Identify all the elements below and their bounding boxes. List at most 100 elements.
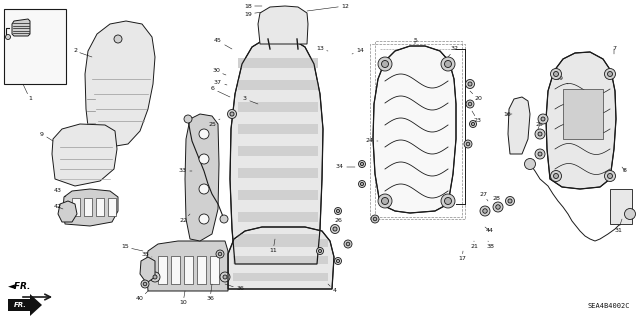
Circle shape — [216, 250, 224, 258]
Polygon shape — [185, 114, 219, 241]
Circle shape — [227, 109, 237, 118]
Polygon shape — [238, 168, 318, 178]
Polygon shape — [12, 19, 30, 36]
Text: 22: 22 — [179, 214, 190, 224]
Text: 27: 27 — [479, 191, 488, 201]
Text: 29: 29 — [536, 122, 544, 129]
Circle shape — [153, 275, 157, 279]
Polygon shape — [58, 201, 77, 222]
Circle shape — [550, 69, 561, 79]
Circle shape — [220, 272, 230, 282]
Text: 35: 35 — [141, 251, 152, 257]
Circle shape — [223, 275, 227, 279]
Circle shape — [625, 209, 636, 219]
Circle shape — [381, 61, 388, 68]
Circle shape — [538, 132, 542, 136]
Circle shape — [496, 205, 500, 209]
Text: 18: 18 — [244, 4, 262, 9]
Polygon shape — [8, 294, 42, 316]
Text: 37: 37 — [214, 79, 227, 85]
Text: 36: 36 — [225, 284, 244, 292]
Circle shape — [506, 197, 515, 205]
Circle shape — [344, 240, 352, 248]
Text: 9: 9 — [40, 131, 53, 141]
Circle shape — [466, 142, 470, 146]
Circle shape — [218, 252, 222, 256]
Bar — [158, 256, 167, 284]
Polygon shape — [238, 146, 318, 156]
Circle shape — [371, 215, 379, 223]
Text: 20: 20 — [470, 91, 482, 101]
Circle shape — [220, 215, 228, 223]
Text: 6: 6 — [211, 86, 230, 97]
Circle shape — [464, 140, 472, 148]
Bar — [108, 198, 116, 216]
Circle shape — [445, 197, 451, 204]
Text: 31: 31 — [614, 219, 622, 234]
Bar — [184, 256, 193, 284]
Circle shape — [335, 207, 342, 214]
Circle shape — [445, 61, 451, 68]
Text: 24: 24 — [366, 138, 378, 144]
Circle shape — [360, 162, 364, 166]
Polygon shape — [52, 124, 117, 186]
Bar — [210, 256, 219, 284]
Text: 5: 5 — [413, 39, 417, 44]
Circle shape — [508, 199, 512, 203]
Text: 19: 19 — [244, 11, 263, 17]
Text: 32: 32 — [448, 47, 459, 57]
Circle shape — [333, 227, 337, 231]
Polygon shape — [563, 89, 603, 139]
Bar — [197, 256, 206, 284]
Text: 23: 23 — [472, 111, 482, 123]
Polygon shape — [238, 212, 318, 222]
Polygon shape — [238, 80, 318, 90]
Circle shape — [378, 194, 392, 208]
Circle shape — [441, 194, 455, 208]
Text: 10: 10 — [179, 291, 187, 306]
Text: 25: 25 — [208, 119, 220, 127]
Circle shape — [184, 115, 192, 123]
Text: 12: 12 — [307, 4, 349, 11]
Polygon shape — [238, 102, 318, 112]
Text: 43: 43 — [54, 189, 66, 197]
Circle shape — [6, 34, 10, 40]
Text: 8: 8 — [622, 167, 627, 174]
Circle shape — [605, 69, 616, 79]
Circle shape — [470, 121, 477, 128]
Circle shape — [483, 209, 487, 213]
Text: 4: 4 — [328, 284, 337, 293]
Polygon shape — [85, 21, 155, 147]
Circle shape — [381, 197, 388, 204]
Text: 17: 17 — [458, 251, 466, 262]
Text: 13: 13 — [316, 47, 328, 51]
Circle shape — [538, 114, 548, 124]
Circle shape — [199, 154, 209, 164]
Circle shape — [337, 210, 340, 212]
Circle shape — [525, 159, 536, 169]
Circle shape — [143, 282, 147, 286]
Circle shape — [358, 160, 365, 167]
Circle shape — [607, 71, 612, 77]
Text: 30: 30 — [212, 69, 226, 75]
Circle shape — [346, 242, 350, 246]
Circle shape — [378, 57, 392, 71]
Text: 1: 1 — [22, 82, 32, 101]
Circle shape — [230, 112, 234, 116]
Circle shape — [358, 181, 365, 188]
Circle shape — [468, 102, 472, 106]
Text: SEA4B4002C: SEA4B4002C — [588, 303, 630, 309]
Text: 33: 33 — [179, 168, 192, 174]
Circle shape — [317, 248, 323, 255]
Bar — [4, 9, 66, 84]
Circle shape — [199, 129, 209, 139]
Polygon shape — [238, 58, 318, 68]
Circle shape — [199, 184, 209, 194]
Bar — [96, 198, 104, 216]
Polygon shape — [373, 46, 456, 213]
Text: 40: 40 — [136, 291, 148, 301]
Circle shape — [535, 149, 545, 159]
Text: 36: 36 — [206, 284, 214, 301]
Text: ◄FR.: ◄FR. — [8, 282, 31, 291]
Circle shape — [493, 202, 503, 212]
